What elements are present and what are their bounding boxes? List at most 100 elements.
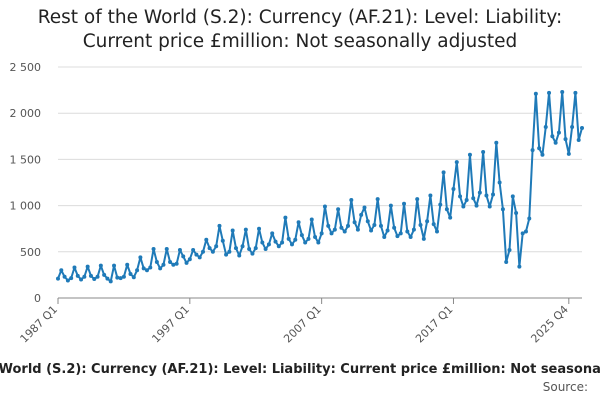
data-point bbox=[65, 278, 70, 283]
data-point bbox=[168, 259, 173, 264]
data-point bbox=[177, 247, 182, 252]
data-point bbox=[161, 262, 166, 267]
data-point bbox=[201, 249, 206, 254]
y-tick-label: 1 000 bbox=[10, 200, 42, 213]
data-point bbox=[158, 266, 163, 271]
data-point bbox=[517, 264, 522, 269]
data-point bbox=[352, 220, 357, 225]
data-point bbox=[204, 237, 209, 242]
data-point bbox=[98, 263, 103, 268]
data-point bbox=[286, 236, 291, 241]
data-point bbox=[431, 222, 436, 227]
data-point bbox=[566, 151, 571, 156]
data-point bbox=[408, 235, 413, 240]
data-point bbox=[527, 216, 532, 221]
data-point bbox=[388, 203, 393, 208]
data-point bbox=[125, 262, 130, 267]
data-point bbox=[296, 220, 301, 225]
data-point bbox=[154, 259, 159, 264]
data-point bbox=[299, 233, 304, 238]
data-point bbox=[547, 90, 552, 95]
data-point bbox=[415, 197, 420, 202]
data-point bbox=[144, 268, 149, 273]
data-point bbox=[580, 125, 584, 130]
data-point bbox=[184, 260, 189, 265]
y-tick-label: 2 500 bbox=[10, 61, 42, 74]
x-tick-label: 2017 Q1 bbox=[413, 303, 456, 346]
data-point bbox=[313, 235, 318, 240]
data-point bbox=[289, 242, 294, 247]
series-line bbox=[57, 90, 583, 283]
data-point bbox=[556, 130, 561, 135]
data-point bbox=[494, 140, 499, 145]
data-point bbox=[395, 234, 400, 239]
data-point bbox=[570, 125, 575, 130]
data-point bbox=[220, 238, 225, 243]
data-point bbox=[276, 244, 281, 249]
data-point bbox=[398, 231, 403, 236]
data-point bbox=[523, 229, 528, 234]
data-point bbox=[500, 207, 505, 212]
data-point bbox=[230, 228, 235, 233]
data-point bbox=[530, 148, 535, 153]
data-point bbox=[263, 247, 268, 252]
data-point bbox=[138, 255, 143, 260]
data-point bbox=[451, 186, 456, 191]
data-point bbox=[491, 192, 496, 197]
data-point bbox=[309, 217, 314, 222]
data-point bbox=[332, 227, 337, 232]
data-point bbox=[428, 193, 433, 198]
data-point bbox=[362, 205, 367, 210]
data-point bbox=[385, 228, 390, 233]
y-tick-label: 2 000 bbox=[10, 107, 42, 120]
data-point bbox=[112, 263, 117, 268]
data-point bbox=[382, 235, 387, 240]
data-point bbox=[257, 226, 262, 231]
data-point bbox=[510, 194, 515, 199]
chart-title-line2: Current price £million: Not seasonally a… bbox=[82, 31, 518, 52]
data-point bbox=[411, 227, 416, 232]
data-point bbox=[227, 249, 232, 254]
data-point bbox=[438, 202, 443, 207]
data-point bbox=[283, 215, 288, 220]
data-point bbox=[481, 150, 486, 155]
x-tick-label: 1987 Q1 bbox=[18, 303, 61, 346]
data-point bbox=[497, 180, 502, 185]
data-point bbox=[181, 254, 186, 259]
data-point bbox=[197, 255, 202, 260]
data-point bbox=[115, 275, 120, 280]
data-point bbox=[108, 279, 113, 284]
data-point bbox=[349, 198, 354, 203]
data-point bbox=[441, 170, 446, 175]
data-point bbox=[392, 225, 397, 230]
data-point bbox=[316, 240, 321, 245]
data-point bbox=[458, 194, 463, 199]
data-point bbox=[240, 244, 245, 249]
data-point bbox=[273, 239, 278, 244]
data-point bbox=[194, 252, 199, 257]
data-point bbox=[293, 237, 298, 242]
data-point bbox=[477, 190, 482, 195]
data-point bbox=[319, 231, 324, 236]
data-point bbox=[95, 274, 100, 279]
data-point bbox=[375, 197, 380, 202]
data-point bbox=[303, 240, 308, 245]
data-point bbox=[550, 134, 555, 139]
data-point bbox=[359, 212, 364, 217]
data-point bbox=[92, 277, 97, 282]
data-point bbox=[128, 271, 133, 276]
data-point bbox=[79, 277, 84, 282]
line-chart: 0 500 1 000 1 500 2 000 2 500 1987 Q1 1997 Q1 20… bbox=[10, 61, 584, 346]
data-point bbox=[418, 223, 423, 227]
data-point bbox=[576, 138, 581, 142]
data-point bbox=[421, 236, 426, 241]
data-point bbox=[270, 231, 275, 236]
data-point bbox=[369, 228, 374, 233]
data-point bbox=[253, 246, 258, 251]
data-point bbox=[484, 193, 489, 198]
data-point bbox=[487, 204, 492, 209]
x-tick-label: 1997 Q1 bbox=[149, 303, 192, 346]
data-point bbox=[266, 242, 271, 247]
data-point bbox=[471, 196, 476, 201]
data-point bbox=[105, 276, 110, 281]
